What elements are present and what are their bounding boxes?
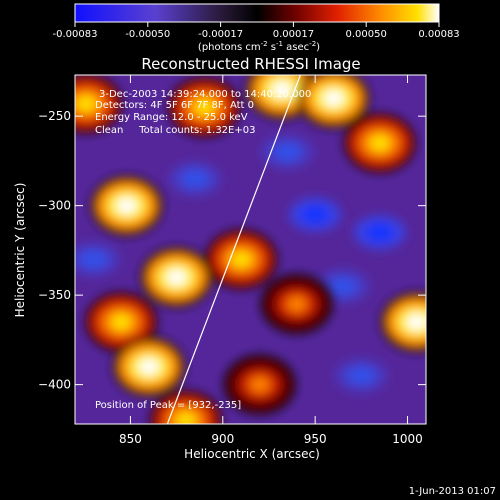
colorbar-unit: (photons cm-2 s-1 asec-2) [198, 40, 320, 53]
y-axis-label: Heliocentric Y (arcsec) [13, 183, 27, 318]
dim-source-core [79, 250, 108, 269]
colorbar-tick-label: -0.00050 [125, 29, 170, 40]
clean-counts-text: Clean Total counts: 1.32E+03 [95, 125, 255, 136]
x-tick-label: 950 [304, 432, 327, 446]
y-tick-label: −350 [38, 288, 71, 302]
bright-source-core [111, 313, 132, 330]
bright-source-core [271, 81, 292, 98]
bright-source-core [175, 412, 196, 424]
footer-date: 1-Jun-2013 01:07 [409, 486, 496, 497]
bright-source-core [286, 296, 307, 313]
dim-source-core [181, 169, 210, 188]
bright-source-core [166, 269, 187, 286]
x-tick-label: 1000 [392, 432, 423, 446]
dim-source-core [347, 366, 376, 385]
detectors-text: Detectors: 4F 5F 6F 7F 8F, Att 0 [95, 100, 254, 111]
dim-source-core [328, 277, 357, 296]
chart-title: Reconstructed RHESSI Image [141, 55, 360, 73]
solar-limb-line [166, 75, 301, 424]
colorbar-ticks: -0.00083 -0.00050 -0.00017 0.00017 0.00050 0.… [53, 22, 460, 40]
bright-source-core [116, 197, 137, 214]
y-tick-label: −250 [38, 109, 71, 123]
colorbar [74, 3, 440, 23]
x-axis-label: Heliocentric X (arcsec) [184, 447, 320, 461]
x-tick-label: 900 [211, 432, 234, 446]
colorbar-tick-label: -0.00017 [198, 29, 243, 40]
time-range-text: 3-Dec-2003 14:39:24.000 to 14:40:20.000 [99, 89, 311, 100]
bright-source-core [369, 135, 390, 152]
bright-source-core [406, 313, 426, 330]
bright-source-core [323, 90, 344, 107]
colorbar-tick-label: 0.00050 [346, 29, 387, 40]
axis-ticks: 850 900 950 1000 −250 −300 −350 −400 [38, 75, 426, 446]
bright-source-core [194, 99, 215, 116]
y-tick-label: −300 [38, 199, 71, 213]
y-tick-label: −400 [38, 378, 71, 392]
bright-source-core [231, 251, 252, 268]
colorbar-tick-label: -0.00083 [53, 29, 98, 40]
dim-source-core [365, 223, 394, 242]
bright-source-core [249, 376, 270, 393]
image-area [75, 75, 426, 424]
dim-source-core [301, 205, 330, 224]
plot-frame [74, 74, 427, 425]
colorbar-tick-label: 0.00017 [273, 29, 314, 40]
peak-position-text: Position of Peak = [932,-235] [95, 400, 241, 411]
dim-source-core [273, 142, 302, 161]
bright-source-core [138, 358, 159, 375]
x-tick-label: 850 [119, 432, 142, 446]
bright-source-core [76, 95, 97, 112]
energy-range-text: Energy Range: 12.0 - 25.0 keV [95, 112, 248, 123]
colorbar-tick-label: 0.00083 [418, 29, 459, 40]
